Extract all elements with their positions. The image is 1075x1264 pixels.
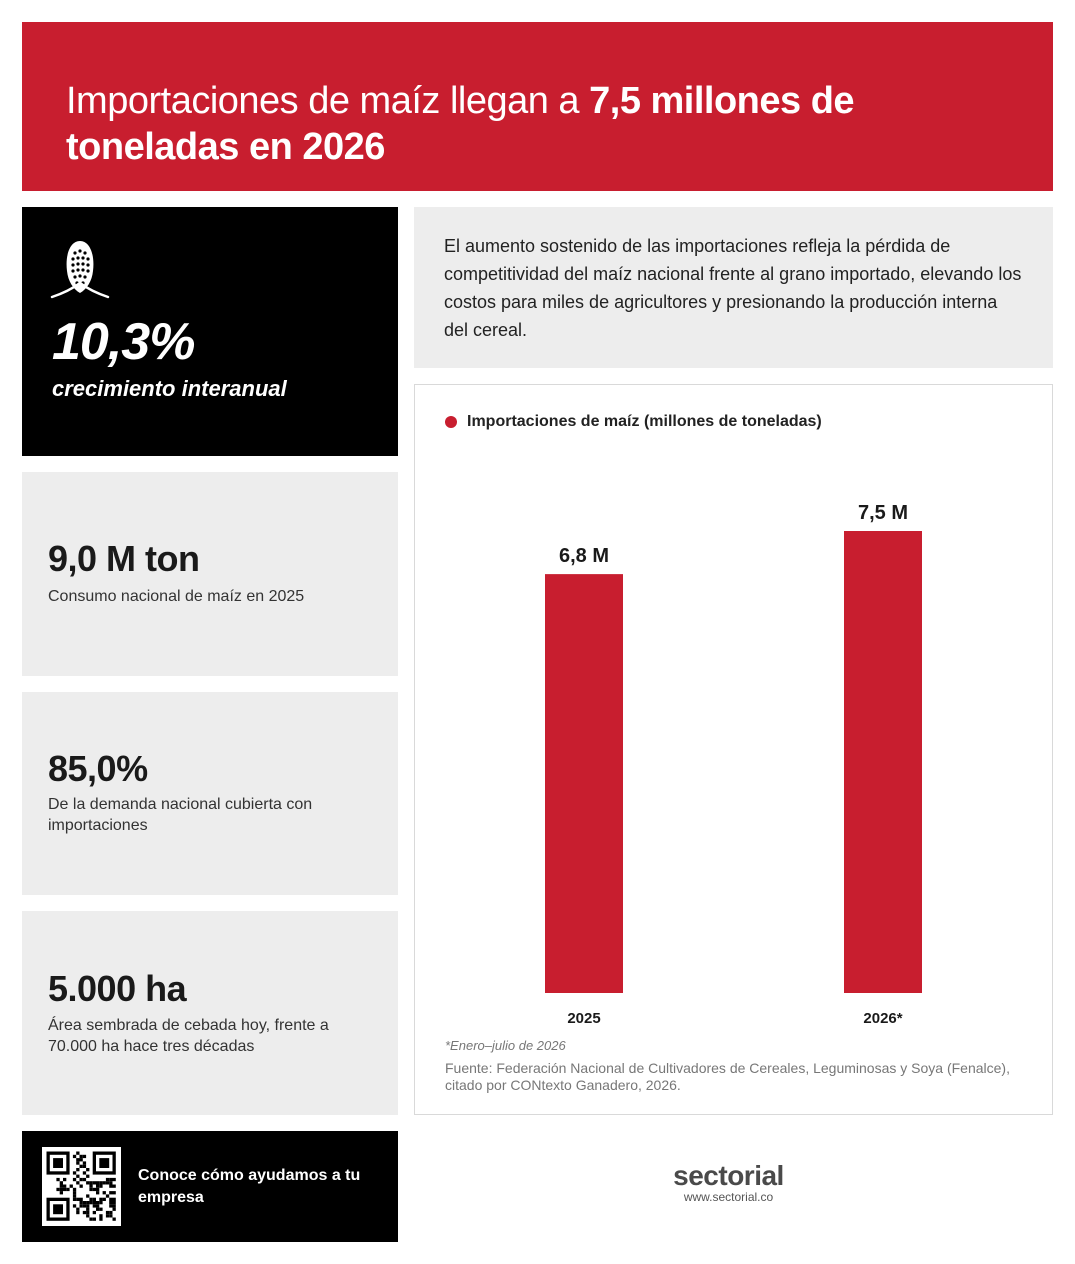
data-label: 6,8 M [559,545,609,567]
growth-value: 10,3% [52,313,195,371]
stat-card-consumption: 9,0 M ton Consumo nacional de maíz en 20… [22,472,398,676]
description-panel: El aumento sostenido de las importacione… [414,207,1053,368]
bar-chart: 6,8 M 2025 7,5 M 2026* [545,502,922,1027]
cta-text[interactable]: Conoce cómo ayudamos a tu empresa [138,1167,361,1206]
brand-logo[interactable]: sectorial www.sectorial.co [666,1160,791,1204]
title-part-1: Importaciones de maíz llegan a [66,80,590,122]
stat-value: 5.000 ha [48,968,187,1009]
chart-panel: Importaciones de maíz (millones de tonel… [414,384,1053,1115]
legend-label: Importaciones de maíz (millones de tonel… [467,413,822,430]
header-banner: Importaciones de maíz llegan a 7,5 millo… [22,22,1053,191]
stat-label: De la demanda nacional cubierta con impo… [48,796,313,834]
x-tick-label: 2025 [567,1010,600,1027]
page-title: Importaciones de maíz llegan a 7,5 millo… [66,78,1009,170]
corn-icon [50,241,110,299]
data-label: 7,5 M [858,502,908,524]
chart-legend: Importaciones de maíz (millones de tonel… [445,413,822,431]
growth-label: crecimiento interanual [52,376,287,401]
bar-2025 [545,574,623,993]
x-tick-label: 2026* [863,1010,902,1027]
stat-label: Consumo nacional de maíz en 2025 [48,588,305,605]
title-part-2: 7,5 millones de toneladas en 2026 [66,80,855,168]
stat-value: 9,0 M ton [48,538,200,579]
bar-2026* [844,531,922,993]
description-text: El aumento sostenido de las importacione… [444,236,1022,340]
brand-name: sectorial [673,1160,784,1191]
chart-note: *Enero–julio de 2026 [445,1038,566,1053]
kpi-growth-card: 10,3% crecimiento interanual [22,207,398,456]
qr-code-icon[interactable] [42,1147,121,1226]
chart-source: Fuente: Federación Nacional de Cultivado… [445,1060,1010,1093]
stat-label: Área sembrada de cebada hoy, frente a 70… [48,1017,329,1055]
stat-value: 85,0% [48,748,148,789]
legend-swatch [445,416,457,428]
cta-banner[interactable]: Conoce cómo ayudamos a tu empresa [22,1131,398,1242]
brand-url[interactable]: www.sectorial.co [683,1190,774,1204]
stat-card-demand: 85,0% De la demanda nacional cubierta co… [22,692,398,895]
stat-card-barley-area: 5.000 ha Área sembrada de cebada hoy, fr… [22,911,398,1115]
